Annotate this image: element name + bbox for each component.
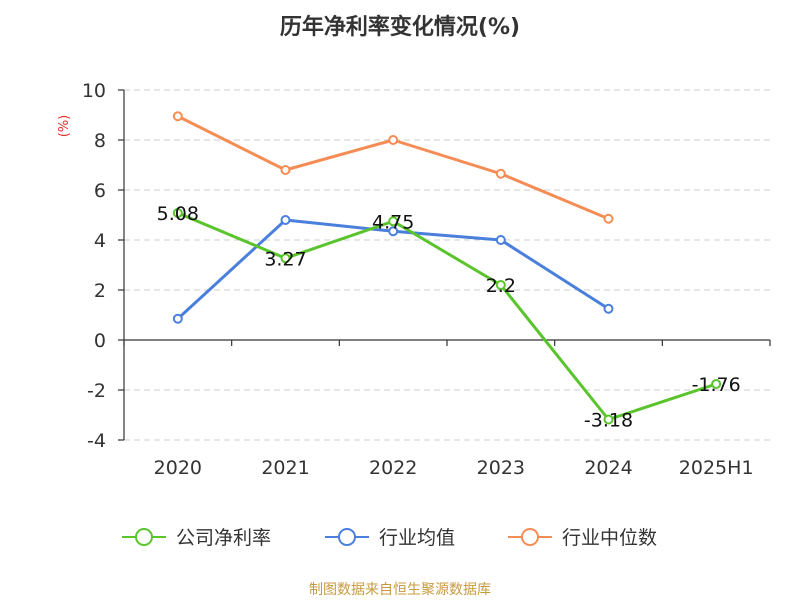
chart-title: 历年净利率变化情况(%) [280, 14, 520, 40]
legend-label: 行业中位数 [562, 527, 657, 549]
y-tick-label: 0 [94, 330, 106, 352]
data-label: 3.27 [264, 248, 306, 270]
legend-label: 行业均值 [379, 527, 455, 549]
data-point [495, 168, 506, 179]
data-point [388, 135, 399, 145]
legend-label: 公司净利率 [176, 527, 271, 549]
data-point [495, 235, 506, 245]
series-layer [172, 111, 722, 425]
data-point [280, 165, 291, 175]
data-label: -3.18 [584, 410, 633, 432]
data-point [172, 208, 183, 218]
x-tick-label: 2020 [154, 457, 202, 479]
y-tick-label: -4 [87, 430, 106, 452]
y-tick-label: 2 [94, 280, 106, 302]
data-label: 2.2 [486, 275, 516, 297]
x-tick-label: 2023 [477, 457, 525, 479]
x-tick-label: 2024 [584, 457, 632, 479]
legend-marker [338, 528, 356, 546]
data-labels: 5.08 3.27 4.75 2.2 -3.18 -1.76 [157, 203, 741, 432]
data-point [603, 303, 614, 314]
x-tick-label: 2021 [261, 457, 309, 479]
data-point [388, 216, 399, 227]
data-point [603, 213, 614, 224]
data-point [172, 111, 183, 122]
data-point [388, 226, 399, 237]
data-point [172, 313, 183, 324]
legend-marker [521, 528, 539, 546]
y-tick-label: 6 [94, 180, 106, 202]
x-tick-label: 2022 [369, 457, 417, 479]
data-label: 4.75 [372, 211, 414, 233]
y-tick-label: 10 [82, 80, 106, 102]
y-tick-label: 8 [94, 130, 106, 152]
legend: 公司净利率 行业均值 行业中位数 [122, 527, 657, 549]
data-source-note: 制图数据来自恒生聚源数据库 [309, 582, 491, 598]
data-point [280, 253, 291, 264]
y-axis-unit-label: (%) [57, 115, 72, 138]
data-point [711, 379, 722, 389]
series-line [177, 211, 717, 421]
y-tick-label: -2 [87, 380, 106, 402]
data-point [603, 414, 614, 425]
y-tick-label: 4 [94, 230, 106, 252]
data-point [280, 215, 291, 225]
legend-marker [135, 528, 153, 546]
grid-lines [124, 89, 770, 441]
x-tick-label: 2025H1 [679, 457, 754, 479]
data-point [495, 280, 506, 290]
series-line [177, 114, 610, 221]
data-label: -1.76 [692, 374, 741, 396]
axes: 10 8 6 4 2 0 -2 -4 2020 2021 2022 2023 2024 2025H1 [82, 80, 771, 479]
data-label: 5.08 [157, 203, 199, 225]
